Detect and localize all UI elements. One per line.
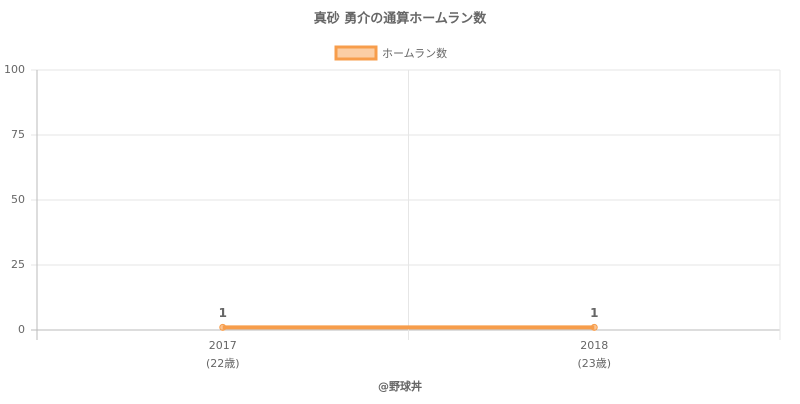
y-tick-label: 0 <box>18 323 25 336</box>
x-tick-label: (23歳) <box>577 357 611 370</box>
legend-swatch <box>334 45 378 61</box>
chart-title: 真砂 勇介の通算ホームラン数 <box>314 11 487 27</box>
y-tick-label: 50 <box>11 193 25 206</box>
footer: @野球丼 <box>378 379 422 393</box>
x-tick-label: 2018 <box>580 339 608 352</box>
y-tick-label: 75 <box>11 128 25 141</box>
point <box>590 323 598 331</box>
legend-label: ホームラン数 <box>382 47 447 60</box>
data-label: 1 <box>219 306 227 320</box>
x-tick-label: 2017 <box>209 339 237 352</box>
y-tick-label: 100 <box>4 63 25 76</box>
y-tick-label: 25 <box>11 258 25 271</box>
x-tick-label: (22歳) <box>206 357 240 370</box>
data-label: 1 <box>590 306 598 320</box>
point <box>219 323 227 331</box>
